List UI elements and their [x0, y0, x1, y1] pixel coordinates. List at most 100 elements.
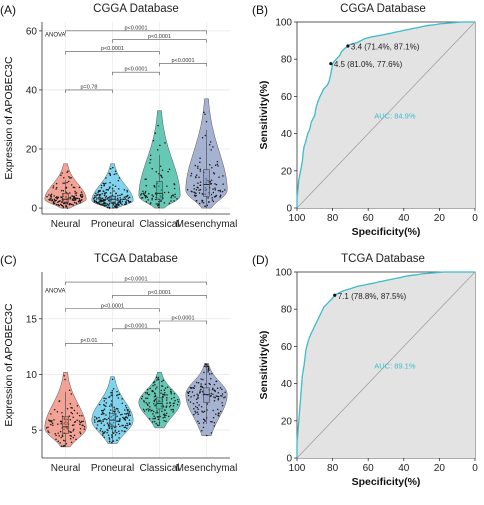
- data-point: [69, 437, 72, 440]
- data-point: [193, 191, 195, 193]
- data-point: [126, 427, 128, 429]
- data-point: [69, 402, 72, 405]
- data-point: [54, 199, 56, 202]
- data-point: [99, 429, 102, 432]
- data-point: [213, 396, 215, 398]
- data-point: [48, 194, 50, 196]
- threshold-label: 3.4 (71.4%, 87.1%): [351, 42, 420, 51]
- data-point: [50, 423, 52, 426]
- data-point: [118, 411, 121, 414]
- data-point: [154, 417, 156, 420]
- data-point: [61, 435, 64, 438]
- data-point: [126, 190, 129, 193]
- data-point: [103, 199, 105, 202]
- x-tick-label: Classical: [139, 219, 179, 230]
- data-point: [166, 185, 168, 187]
- box: [62, 416, 69, 434]
- data-point: [213, 196, 216, 198]
- significance-label: p<0.0001: [124, 277, 147, 283]
- data-point: [46, 195, 48, 198]
- data-point: [102, 411, 104, 414]
- data-point: [203, 371, 205, 374]
- data-point: [155, 376, 158, 379]
- data-point: [68, 389, 71, 391]
- data-point: [142, 408, 145, 411]
- data-point: [149, 162, 151, 164]
- data-point: [52, 185, 55, 187]
- data-point: [113, 205, 116, 207]
- data-point: [194, 405, 197, 408]
- data-point: [111, 378, 114, 380]
- data-point: [51, 422, 54, 424]
- data-point: [52, 424, 54, 426]
- data-point: [118, 437, 120, 439]
- data-point: [148, 192, 150, 195]
- data-point: [200, 378, 202, 380]
- data-point: [60, 420, 62, 423]
- data-point: [60, 174, 62, 176]
- data-point: [187, 394, 190, 397]
- data-point: [193, 188, 195, 190]
- data-point: [121, 203, 123, 206]
- data-point: [105, 189, 108, 191]
- data-point: [145, 402, 147, 404]
- data-point: [100, 428, 102, 430]
- data-point: [116, 197, 119, 200]
- data-point: [105, 195, 108, 198]
- data-point: [200, 388, 202, 391]
- panel-label: (B): [252, 3, 268, 17]
- data-point: [102, 420, 104, 423]
- data-point: [69, 419, 72, 421]
- data-point: [111, 427, 113, 430]
- data-point: [53, 408, 56, 411]
- data-point: [186, 189, 189, 191]
- significance-label: p<0.0001: [101, 46, 124, 52]
- data-point: [58, 204, 61, 207]
- data-point: [48, 431, 50, 433]
- data-point: [197, 413, 199, 415]
- data-point: [160, 175, 163, 177]
- data-point: [128, 419, 131, 421]
- anova-label: ANOVA: [45, 33, 66, 39]
- data-point: [102, 409, 105, 412]
- data-point: [119, 425, 121, 428]
- data-point: [49, 199, 51, 201]
- data-point: [103, 412, 105, 415]
- significance-bracket: [65, 308, 160, 312]
- data-point: [210, 149, 212, 151]
- data-point: [59, 199, 61, 202]
- x-tick-label: 0: [472, 463, 478, 474]
- data-point: [165, 405, 168, 407]
- data-point: [151, 168, 153, 170]
- data-point: [173, 396, 175, 399]
- data-point: [147, 408, 149, 410]
- data-point: [149, 154, 152, 157]
- data-point: [119, 197, 121, 199]
- data-point: [65, 186, 68, 189]
- data-point: [70, 393, 73, 395]
- data-point: [127, 415, 130, 417]
- data-point: [111, 391, 113, 394]
- data-point: [110, 392, 112, 394]
- data-point: [210, 179, 213, 182]
- data-point: [149, 408, 151, 411]
- data-point: [50, 413, 52, 415]
- y-tick-label: 20: [281, 166, 293, 177]
- data-point: [219, 410, 222, 413]
- data-point: [154, 405, 156, 407]
- data-point: [140, 197, 143, 199]
- data-point: [106, 418, 108, 421]
- data-point: [221, 393, 224, 395]
- data-point: [191, 391, 194, 393]
- data-point: [75, 192, 78, 194]
- data-point: [159, 144, 161, 147]
- data-point: [66, 171, 68, 174]
- data-point: [114, 170, 117, 172]
- data-point: [144, 196, 147, 199]
- data-point: [97, 190, 100, 193]
- data-point: [62, 182, 64, 184]
- data-point: [127, 413, 130, 416]
- data-point: [168, 168, 171, 171]
- data-point: [114, 185, 117, 188]
